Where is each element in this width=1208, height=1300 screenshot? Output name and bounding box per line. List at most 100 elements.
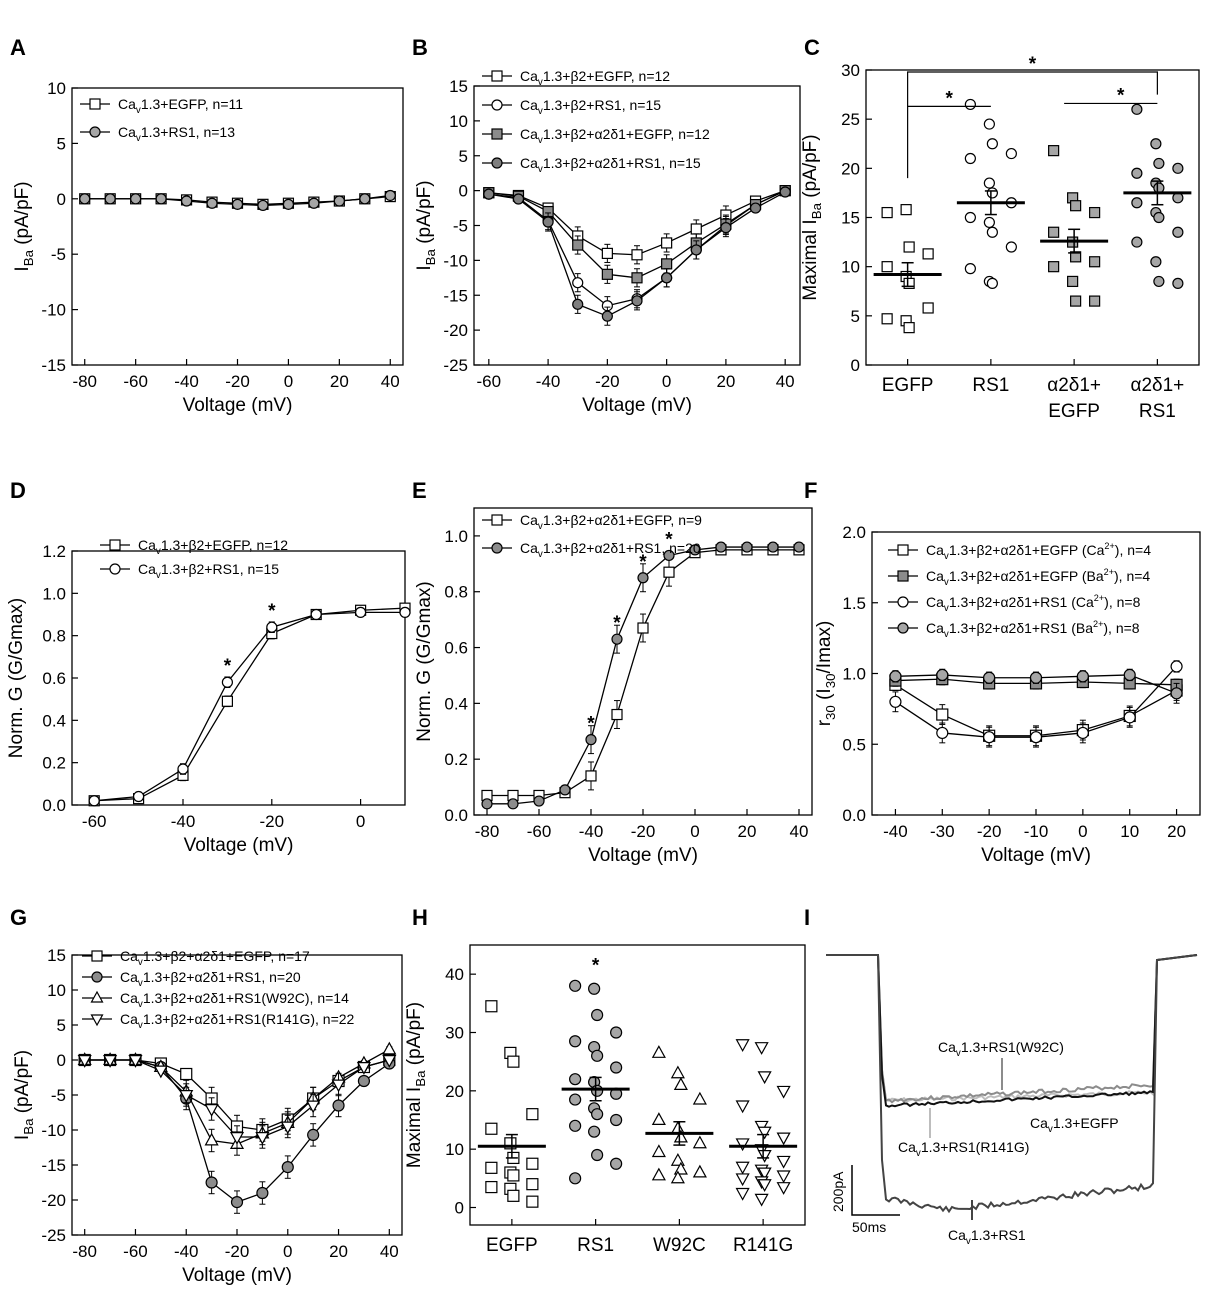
legend-marker — [491, 542, 503, 554]
panel-label: I — [804, 905, 810, 930]
x-tick-label: -60 — [527, 822, 552, 841]
data-point — [77, 1054, 92, 1068]
data-point — [900, 204, 912, 216]
x-tick-label: -40 — [883, 822, 908, 841]
data-point — [155, 193, 167, 205]
data-point — [1153, 275, 1165, 288]
y-tick-label: -20 — [443, 321, 468, 340]
data-point — [179, 1089, 194, 1103]
data-point — [776, 1182, 791, 1195]
data-point — [922, 248, 934, 260]
data-point — [661, 258, 673, 270]
data-point — [757, 1126, 772, 1140]
data-point — [1123, 668, 1136, 682]
data-point — [483, 188, 495, 200]
data-point — [1029, 731, 1043, 744]
data-point — [692, 1091, 707, 1105]
data-point — [637, 572, 649, 584]
data-point — [1048, 226, 1060, 238]
legend-label: Cav1.3+β2+α2δ1+EGFP (Ba2+), n=4 — [926, 567, 1150, 588]
significance-star: * — [639, 552, 647, 573]
data-point — [715, 541, 727, 553]
data-point — [741, 541, 753, 553]
y-tick-label: 2.0 — [842, 523, 866, 542]
legend-marker — [89, 98, 101, 110]
x-tick-label: 40 — [776, 372, 795, 391]
legend-label: Cav1.3+β2+α2δ1+RS1(W92C), n=14 — [120, 990, 349, 1010]
data-point — [282, 198, 295, 210]
y-tick-label: 5 — [851, 307, 860, 326]
data-point — [1123, 711, 1136, 724]
data-point — [889, 670, 902, 683]
plot-frame — [469, 944, 806, 1226]
x-tick-label: -60 — [123, 1242, 148, 1261]
y-tick-label: -15 — [41, 356, 66, 375]
data-point — [673, 1077, 688, 1091]
data-point — [983, 118, 995, 130]
y-tick-label: 0 — [851, 356, 860, 375]
y-tick-label: 0 — [459, 182, 468, 201]
y-axis-label: Maximal IBa (pA/pF) — [800, 134, 824, 300]
y-tick-label: -25 — [41, 1226, 66, 1245]
data-point — [651, 1144, 666, 1158]
data-point — [572, 298, 584, 310]
y-tick-label: 0 — [57, 1051, 66, 1070]
legend-label: Cav1.3+RS1 — [948, 1227, 1026, 1247]
x-tick-label: -40 — [174, 1242, 199, 1261]
panel-label: B — [412, 35, 428, 60]
panel-H: 0 10 20 30 40 Maximal IBa (pA/pF) EGFP RS1 W92C R… — [404, 905, 806, 1256]
data-point — [1005, 147, 1017, 160]
y-tick-label: -25 — [443, 356, 468, 375]
y-axis-label: IBa (pA/pF) — [12, 1050, 36, 1140]
x-tick-label: 20 — [1167, 822, 1186, 841]
legend-label: Cav1.3+β2+EGFP, n=12 — [138, 537, 288, 557]
x-axis-label: Voltage (mV) — [183, 395, 293, 416]
x-tick-label: -80 — [72, 1242, 97, 1261]
y-tick-label: -20 — [41, 1191, 66, 1210]
x-axis-label: Voltage (mV) — [582, 395, 692, 416]
data-point — [356, 1061, 371, 1075]
legend-label: Cav1.3+β2+α2δ1+RS1, n=15 — [520, 155, 701, 175]
y-tick-label: 0.0 — [444, 806, 468, 825]
data-point — [983, 177, 995, 189]
data-point — [359, 193, 371, 205]
data-point — [569, 1073, 582, 1086]
data-point — [507, 1189, 520, 1202]
data-point — [180, 1067, 193, 1081]
data-point — [206, 197, 218, 209]
data-point — [229, 1131, 245, 1145]
y-tick-label: 10 — [449, 112, 468, 131]
y-tick-label: 0.2 — [444, 750, 468, 769]
data-point — [332, 1099, 345, 1112]
data-point — [735, 1039, 750, 1053]
data-point — [1089, 295, 1101, 307]
x-tick-label: -40 — [536, 372, 561, 391]
data-point — [610, 1061, 623, 1074]
data-point — [754, 1193, 769, 1207]
data-point — [591, 1008, 604, 1022]
data-point — [79, 193, 91, 205]
data-point — [591, 1108, 604, 1121]
x-axis-label: Voltage (mV) — [184, 835, 294, 856]
data-point — [572, 239, 584, 251]
legend-label: Cav1.3+β2+α2δ1+RS1, n=20 — [120, 969, 301, 989]
data-point — [1131, 197, 1143, 209]
panel-B: -25 -20 -15 -10 -5 0 5 10 15 -60 -40 -20 0 20 40 Voltag… — [412, 35, 801, 416]
category-label: RS1 — [972, 375, 1009, 396]
data-point — [221, 695, 233, 707]
legend-marker — [897, 622, 909, 634]
data-point — [903, 322, 915, 334]
data-point — [485, 1161, 498, 1174]
data-point — [485, 1122, 498, 1135]
y-tick-label: -5 — [51, 1086, 66, 1105]
y-tick-label: 0.8 — [42, 627, 66, 646]
legend-marker — [109, 539, 121, 551]
data-point — [1172, 162, 1184, 174]
data-point — [310, 608, 322, 621]
data-point — [103, 1054, 118, 1068]
category-label: EGFP — [486, 1235, 538, 1256]
data-point — [1131, 103, 1143, 115]
data-point — [355, 606, 367, 618]
data-point — [180, 195, 193, 207]
data-point — [526, 1108, 539, 1121]
